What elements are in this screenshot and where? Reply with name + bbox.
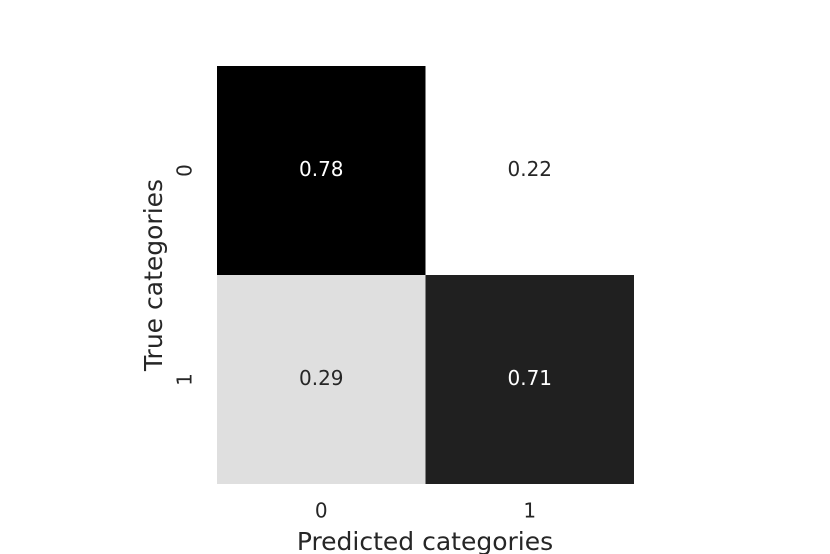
cell-label: 0.78 [299,157,344,181]
x-axis-label: Predicted categories [297,527,553,554]
y-axis-label: True categories [139,179,168,372]
heatmap-cell [425,275,634,484]
heatmap-cell [217,66,426,275]
y-tick-label: 0 [173,164,197,177]
x-tick-label: 1 [523,499,536,523]
x-tick-label: 0 [315,499,328,523]
y-tick-label: 1 [173,373,197,386]
heatmap-cell [217,275,426,484]
cell-label: 0.29 [299,366,344,390]
heatmap-cell [425,66,634,275]
cell-label: 0.71 [507,366,552,390]
cell-label: 0.22 [507,157,552,181]
